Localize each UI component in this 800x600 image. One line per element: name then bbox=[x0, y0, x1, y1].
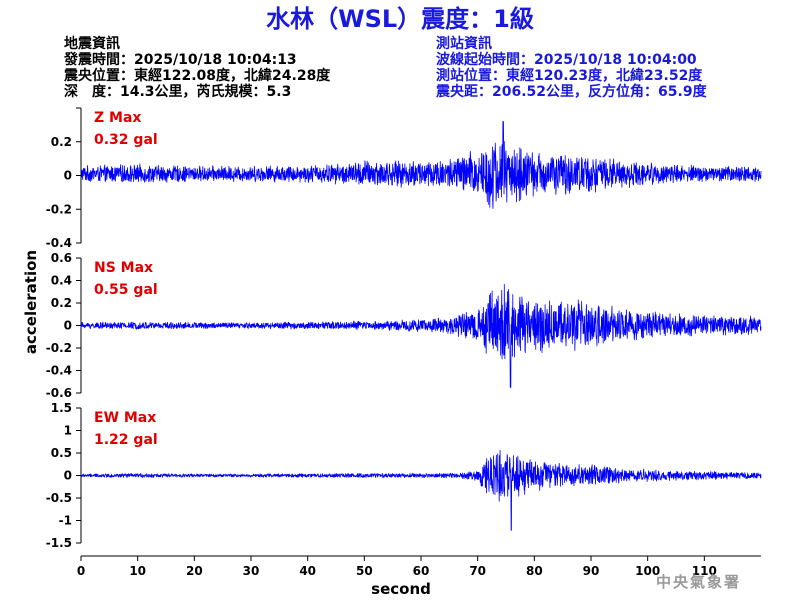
max-label: Z Max bbox=[94, 110, 141, 126]
distance-azimuth: 震央距：206.52公里，反方位角：65.9度 bbox=[436, 84, 707, 100]
max-value: 0.55 gal bbox=[94, 282, 158, 298]
station-info: 測站資訊 波線起始時間：2025/10/18 10:04:00 測站位置：東經1… bbox=[436, 36, 707, 100]
x-axis-title: second bbox=[371, 580, 431, 598]
x-tick-label: 0 bbox=[77, 564, 85, 578]
y-tick-label: 0.6 bbox=[51, 251, 72, 265]
y-tick-label: 0.2 bbox=[51, 135, 72, 149]
x-tick-label: 100 bbox=[635, 564, 660, 578]
x-tick-label: 20 bbox=[186, 564, 203, 578]
x-tick-label: 70 bbox=[469, 564, 486, 578]
max-value: 0.32 gal bbox=[94, 132, 158, 148]
station-location: 測站位置：東經120.23度，北緯23.52度 bbox=[436, 68, 703, 84]
origin-time: 發震時間：2025/10/18 10:04:13 bbox=[64, 52, 297, 68]
y-tick-label: 0 bbox=[64, 169, 72, 183]
y-tick-label: -1 bbox=[59, 514, 72, 528]
y-tick-label: 0.4 bbox=[51, 274, 72, 288]
y-tick-label: -0.2 bbox=[46, 341, 72, 355]
x-tick-label: 40 bbox=[299, 564, 316, 578]
station-info-heading: 測站資訊 bbox=[436, 36, 492, 52]
y-tick-label: -0.4 bbox=[46, 236, 72, 250]
waveform-trace-z bbox=[80, 121, 762, 209]
y-tick-label: -1.5 bbox=[46, 536, 72, 550]
wave-start-time: 波線起始時間：2025/10/18 10:04:00 bbox=[436, 52, 697, 68]
max-label: NS Max bbox=[94, 260, 153, 276]
x-tick-label: 110 bbox=[692, 564, 717, 578]
y-tick-label: -0.5 bbox=[46, 491, 72, 505]
epicenter-location: 震央位置：東經122.08度，北緯24.28度 bbox=[64, 68, 331, 84]
max-value: 1.22 gal bbox=[94, 432, 158, 448]
waveform-trace-ns bbox=[80, 283, 762, 388]
y-tick-label: 1 bbox=[64, 424, 72, 438]
y-tick-label: -0.6 bbox=[46, 386, 72, 400]
x-tick-label: 10 bbox=[129, 564, 146, 578]
y-tick-label: 0 bbox=[64, 319, 72, 333]
y-tick-label: 0 bbox=[64, 469, 72, 483]
x-tick-label: 90 bbox=[583, 564, 600, 578]
page-title: 水林（WSL）震度：1級 bbox=[266, 5, 534, 33]
y-tick-label: 0.5 bbox=[51, 446, 72, 460]
y-tick-label: 0.2 bbox=[51, 296, 72, 310]
x-tick-label: 60 bbox=[413, 564, 430, 578]
x-tick-label: 80 bbox=[526, 564, 543, 578]
earthquake-info-heading: 地震資訊 bbox=[64, 36, 120, 52]
waveform-trace-ew bbox=[80, 449, 762, 531]
y-axis-title: acceleration bbox=[22, 250, 40, 354]
agency-watermark: 中央氣象署 bbox=[656, 573, 742, 591]
max-label: EW Max bbox=[94, 410, 156, 426]
y-tick-label: -0.2 bbox=[46, 202, 72, 216]
x-tick-label: 50 bbox=[356, 564, 373, 578]
y-tick-label: -0.4 bbox=[46, 364, 72, 378]
x-tick-label: 30 bbox=[243, 564, 260, 578]
y-tick-label: 1.5 bbox=[51, 401, 72, 415]
depth-magnitude: 深 度：14.3公里，芮氏規模：5.3 bbox=[64, 84, 292, 100]
earthquake-info: 地震資訊 發震時間：2025/10/18 10:04:13 震央位置：東經122… bbox=[64, 36, 330, 100]
